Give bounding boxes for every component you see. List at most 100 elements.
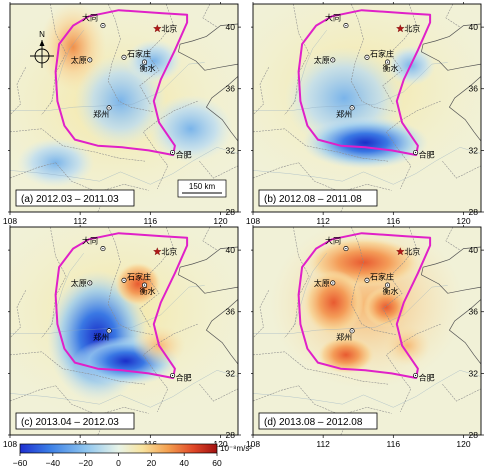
lat-tick-label: 36 [226, 307, 236, 317]
city-label: 合肥 [176, 150, 192, 160]
province-border [202, 4, 218, 28]
colorbar-tick-label: 20 [147, 458, 157, 468]
province-border [284, 4, 310, 116]
city-label: 太原 [71, 278, 87, 288]
panel-frame [9, 3, 239, 213]
province-border [382, 227, 417, 328]
lon-tick-label: 120 [213, 216, 227, 226]
province-border [385, 100, 441, 190]
city-marker-star [396, 24, 405, 33]
lat-tick-label: 32 [469, 368, 479, 378]
city-label: 太原 [71, 55, 87, 65]
province-border [139, 227, 174, 328]
river-line [10, 147, 238, 185]
compass-north-label: N [39, 30, 45, 39]
province-border [10, 67, 27, 116]
anomaly-blob [148, 94, 233, 163]
river-line [293, 30, 327, 105]
city-label: 大同 [82, 236, 98, 246]
lon-tick-label: 116 [387, 439, 401, 449]
province-border [253, 385, 392, 416]
city-label: 太原 [314, 55, 330, 65]
colorbar-gradient [19, 443, 218, 454]
province-border [442, 384, 481, 402]
panel-label-box [15, 412, 135, 430]
panel-label-box [15, 189, 135, 207]
province-border [253, 162, 392, 193]
province-border [10, 351, 146, 385]
river-line [293, 253, 327, 328]
lon-tick-label: 108 [246, 439, 260, 449]
province-border [107, 4, 154, 113]
lat-tick-label: 28 [226, 430, 236, 440]
lon-tick-label: 112 [316, 216, 330, 226]
anomaly-blob [115, 262, 161, 306]
coastline [421, 246, 481, 294]
anomaly-blob [384, 325, 431, 366]
city-label: 石家庄 [127, 48, 151, 58]
city-label: 郑州 [336, 332, 352, 342]
lat-tick-label: 32 [469, 145, 479, 155]
city-label: 北京 [404, 247, 420, 257]
city-label: 大同 [325, 13, 341, 23]
coastline [205, 76, 238, 142]
compass-icon [30, 40, 54, 68]
river-line [253, 285, 448, 334]
colorbar-tick-label: −20 [78, 458, 93, 468]
river-line [10, 62, 205, 111]
province-border [10, 128, 146, 162]
panel-label-box [258, 412, 378, 430]
province-border [202, 227, 218, 251]
panel-label: (a) 2012.03 – 2011.03 [21, 194, 119, 205]
province-border [139, 4, 174, 105]
lat-tick-label: 40 [226, 22, 236, 32]
river-line [50, 30, 84, 105]
lon-tick-label: 112 [316, 439, 330, 449]
colorbar-tick-label: −40 [46, 458, 61, 468]
colorbar: −60 −40 −20 0 20 40 60 10⁻⁸m/s² [13, 443, 252, 468]
lat-tick-label: 28 [469, 207, 479, 217]
lat-tick-label: 32 [226, 145, 236, 155]
province-border [445, 4, 461, 28]
province-border [253, 128, 389, 162]
river-line [10, 285, 205, 334]
province-border [142, 100, 198, 190]
river-line [253, 62, 448, 111]
lon-tick-label: 112 [73, 216, 87, 226]
province-border [142, 323, 198, 413]
city-label: 北京 [161, 24, 177, 34]
colorbar-tick-label: −60 [13, 458, 28, 468]
province-border [442, 161, 481, 179]
anomaly-blob [303, 270, 364, 335]
province-border [253, 290, 270, 339]
river-line [253, 147, 481, 185]
province-border [199, 384, 238, 402]
lat-tick-label: 40 [469, 22, 479, 32]
province-border [350, 4, 397, 113]
river-line [50, 253, 84, 328]
coastline [448, 76, 481, 142]
river-line [10, 370, 238, 408]
colorbar-tick-label: 0 [116, 458, 121, 468]
province-border [253, 351, 389, 385]
panel-frame [252, 3, 482, 213]
lon-tick-label: 120 [456, 216, 470, 226]
city-label: 石家庄 [127, 271, 151, 281]
province-border [253, 67, 270, 116]
city-label: 合肥 [419, 373, 435, 383]
city-label: 衡水 [140, 63, 156, 73]
city-label: 衡水 [383, 63, 399, 73]
province-border [350, 227, 397, 336]
province-border [382, 4, 417, 105]
lon-tick-label: 116 [144, 216, 158, 226]
coastline [421, 23, 481, 71]
province-border [284, 227, 310, 339]
anomaly-blob [317, 336, 375, 374]
city-marker-star [153, 24, 162, 33]
panel-frame [9, 226, 239, 436]
city-label: 郑州 [93, 109, 109, 119]
lat-tick-label: 40 [226, 245, 236, 255]
river-line [253, 370, 481, 408]
province-border [10, 162, 149, 193]
